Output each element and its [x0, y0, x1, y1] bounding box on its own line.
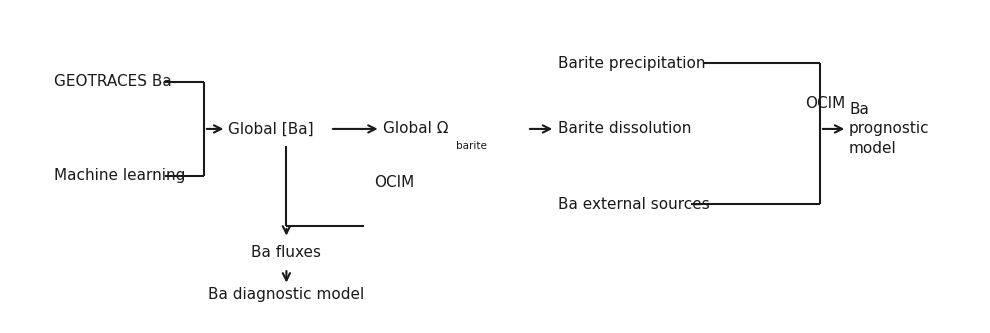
Text: GEOTRACES Ba: GEOTRACES Ba — [53, 75, 171, 90]
Text: OCIM: OCIM — [374, 174, 414, 190]
Text: barite: barite — [456, 141, 487, 151]
Text: Barite precipitation: Barite precipitation — [558, 56, 706, 71]
Text: Barite dissolution: Barite dissolution — [558, 122, 691, 137]
Text: Ba external sources: Ba external sources — [558, 196, 710, 211]
Text: Global Ω: Global Ω — [383, 122, 448, 137]
Text: Global [Ba]: Global [Ba] — [228, 122, 314, 137]
Text: OCIM: OCIM — [805, 96, 845, 112]
Text: Ba
prognostic
model: Ba prognostic model — [849, 102, 930, 156]
Text: Ba diagnostic model: Ba diagnostic model — [208, 287, 364, 302]
Text: Machine learning: Machine learning — [53, 168, 185, 183]
Text: Ba fluxes: Ba fluxes — [251, 245, 322, 260]
